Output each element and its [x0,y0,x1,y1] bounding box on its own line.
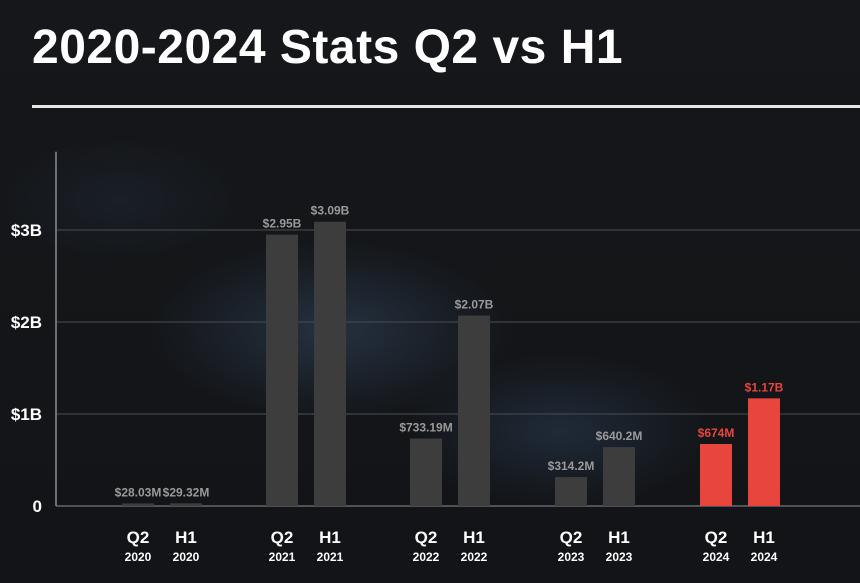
data-label: $29.32M [163,485,210,499]
x-tick-year: 2021 [269,550,296,564]
y-tick-label: $2B [11,313,42,332]
data-label: $674M [698,426,735,440]
x-tick-period: Q2 [705,528,728,547]
x-tick-year: 2023 [558,550,585,564]
x-tick-year: 2020 [173,550,200,564]
data-label: $314.2M [548,459,595,473]
x-tick-year: 2024 [703,550,730,564]
x-tick-year: 2021 [317,550,344,564]
y-tick-label: $1B [11,405,42,424]
x-tick-period: H1 [608,528,630,547]
data-label: $733.19M [399,421,452,435]
bar-2023-q2 [555,477,587,506]
title-divider [32,105,860,108]
x-tick-period: Q2 [271,528,294,547]
data-label: $1.17B [745,380,784,394]
bar-2021-q2 [266,234,298,506]
x-tick-period: H1 [463,528,485,547]
x-tick-period: Q2 [560,528,583,547]
x-tick-period: Q2 [127,528,150,547]
bar-2023-h1 [603,447,635,506]
bar-2022-h1 [458,315,490,506]
y-tick-label: $3B [11,221,42,240]
data-label: $28.03M [115,485,162,499]
y-tick-label: 0 [33,497,42,516]
x-tick-period: H1 [319,528,341,547]
x-tick-period: Q2 [415,528,438,547]
data-label: $2.95B [263,217,302,231]
data-label: $640.2M [596,429,643,443]
bar-2024-q2 [700,443,732,506]
bar-2024-h1 [748,398,780,506]
x-tick-year: 2024 [751,550,778,564]
x-tick-year: 2020 [125,550,152,564]
x-tick-period: H1 [753,528,775,547]
bar-2021-h1 [314,221,346,506]
x-tick-year: 2023 [606,550,633,564]
data-label: $3.09B [311,204,350,218]
chart-title: 2020-2024 Stats Q2 vs H1 [32,21,624,74]
x-tick-period: H1 [175,528,197,547]
bar-2020-h1 [170,503,202,506]
x-tick-year: 2022 [413,550,440,564]
bar-2022-q2 [410,438,442,506]
x-tick-year: 2022 [461,550,488,564]
bar-2020-q2 [122,503,154,506]
data-label: $2.07B [455,298,494,312]
